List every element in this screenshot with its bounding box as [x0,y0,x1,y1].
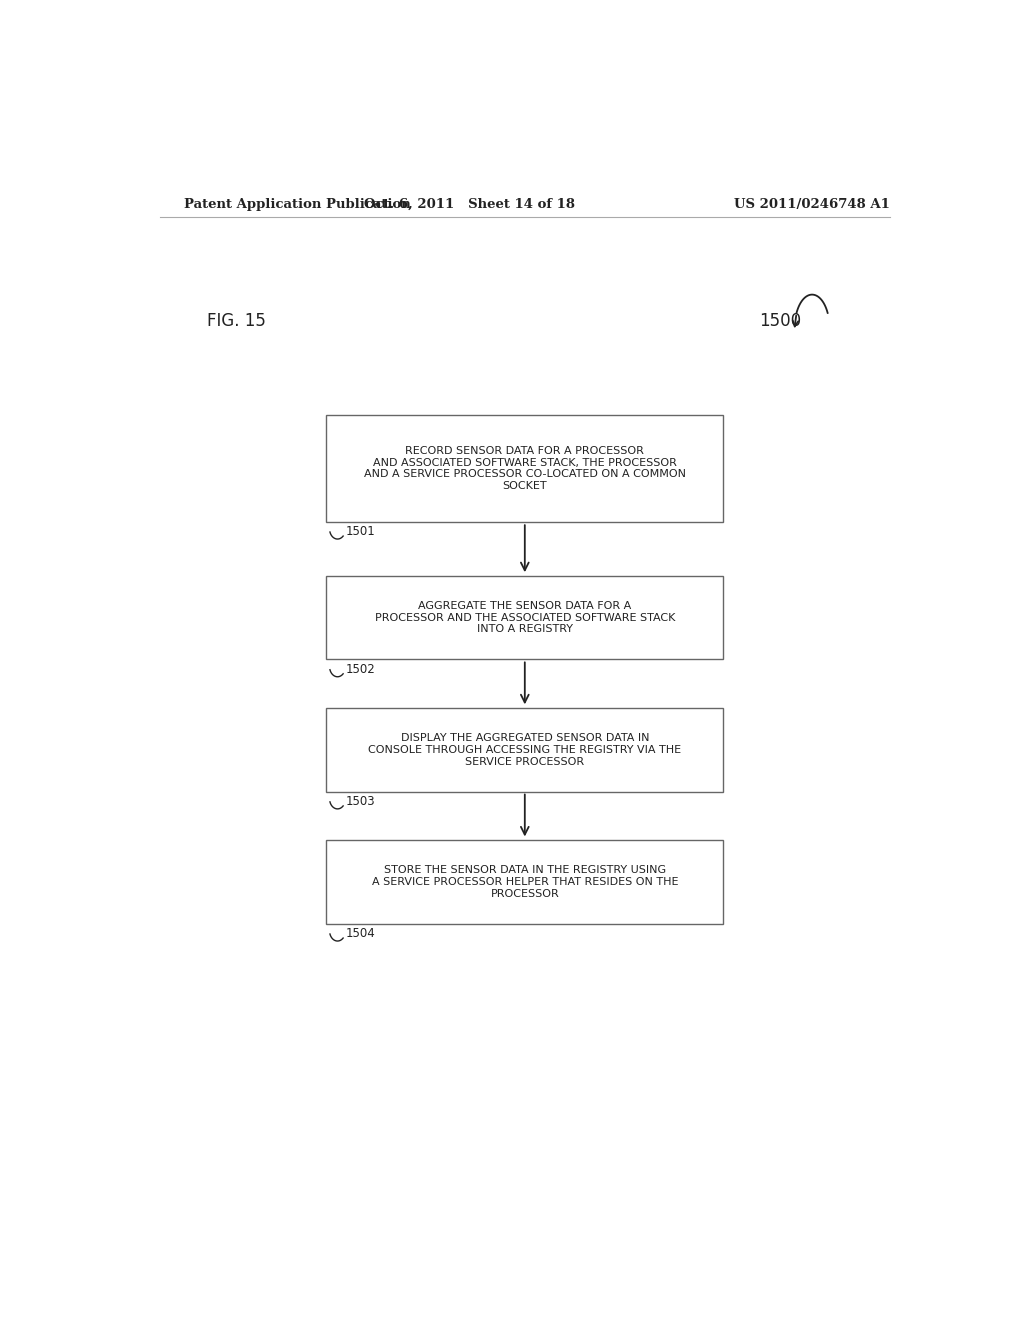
Text: 1501: 1501 [345,525,375,539]
Text: AGGREGATE THE SENSOR DATA FOR A
PROCESSOR AND THE ASSOCIATED SOFTWARE STACK
INTO: AGGREGATE THE SENSOR DATA FOR A PROCESSO… [375,601,675,635]
Text: 1500: 1500 [759,312,801,330]
FancyBboxPatch shape [327,709,723,792]
Text: 1502: 1502 [345,663,375,676]
Text: STORE THE SENSOR DATA IN THE REGISTRY USING
A SERVICE PROCESSOR HELPER THAT RESI: STORE THE SENSOR DATA IN THE REGISTRY US… [372,866,678,899]
FancyBboxPatch shape [327,576,723,660]
Text: 1504: 1504 [345,928,375,940]
FancyBboxPatch shape [327,414,723,521]
Text: US 2011/0246748 A1: US 2011/0246748 A1 [734,198,890,211]
Text: 1503: 1503 [345,795,375,808]
Text: Oct. 6, 2011   Sheet 14 of 18: Oct. 6, 2011 Sheet 14 of 18 [364,198,574,211]
Text: Patent Application Publication: Patent Application Publication [183,198,411,211]
FancyBboxPatch shape [327,841,723,924]
Text: DISPLAY THE AGGREGATED SENSOR DATA IN
CONSOLE THROUGH ACCESSING THE REGISTRY VIA: DISPLAY THE AGGREGATED SENSOR DATA IN CO… [369,734,681,767]
Text: RECORD SENSOR DATA FOR A PROCESSOR
AND ASSOCIATED SOFTWARE STACK, THE PROCESSOR
: RECORD SENSOR DATA FOR A PROCESSOR AND A… [364,446,686,491]
Text: FIG. 15: FIG. 15 [207,312,266,330]
